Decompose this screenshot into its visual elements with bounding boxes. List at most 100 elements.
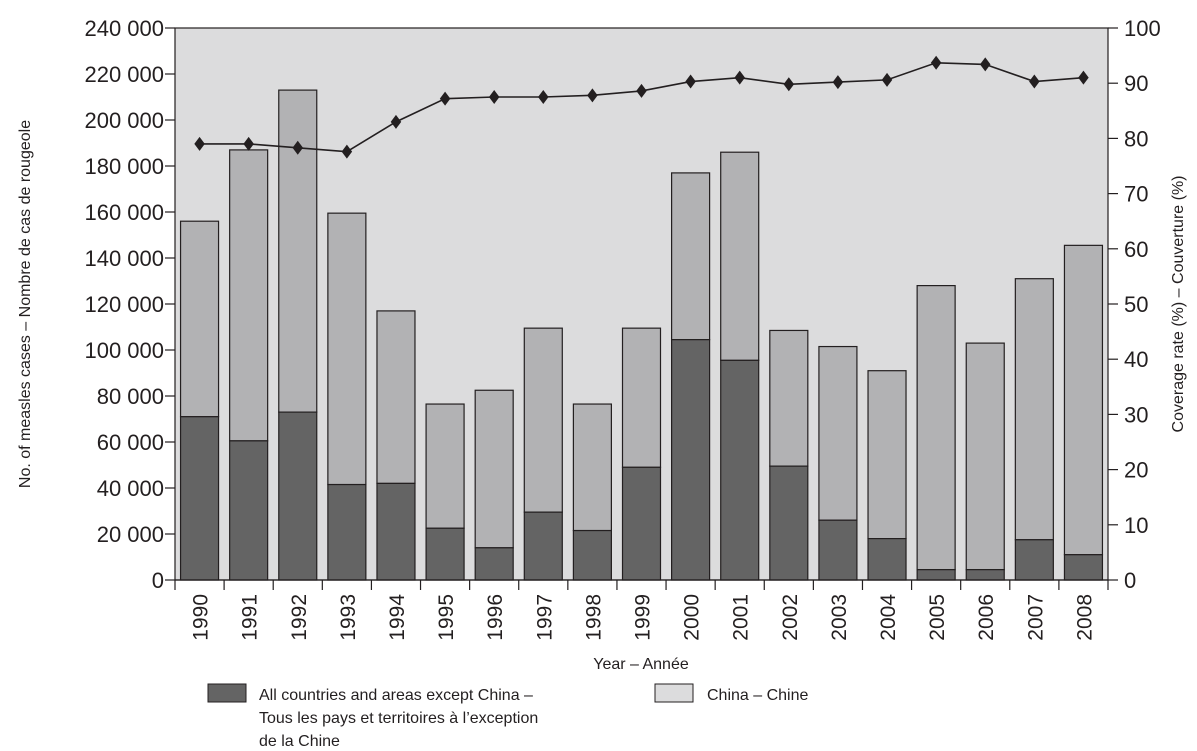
legend: All countries and areas except China – T… xyxy=(207,683,809,750)
y-axis-title: No. of measles cases – Nombre de cas de … xyxy=(17,120,34,488)
bar-except-china-1996 xyxy=(474,547,514,581)
bar-china-2003 xyxy=(818,345,858,521)
coverage-line-layer xyxy=(194,55,1089,159)
x-tick-label: 1992 xyxy=(288,594,311,641)
coverage-point-2006 xyxy=(979,57,991,72)
coverage-point-2003 xyxy=(832,75,844,90)
coverage-point-2004 xyxy=(881,72,893,87)
x-tick-label: 2001 xyxy=(730,594,753,641)
x-tick-label: 2008 xyxy=(1073,594,1096,641)
legend-label-china: China – Chine xyxy=(707,687,809,704)
bar-china-1997 xyxy=(523,327,563,513)
y-tick-label: 240 000 xyxy=(84,16,164,41)
bar-china-2001 xyxy=(720,151,760,361)
bar-china-2000 xyxy=(671,172,711,341)
y-tick-label: 100 000 xyxy=(84,338,164,363)
coverage-point-2001 xyxy=(734,70,745,85)
y2-tick-label: 60 xyxy=(1124,237,1148,262)
y2-tick-label: 100 xyxy=(1124,16,1161,41)
coverage-point-1991 xyxy=(243,136,254,151)
y2-tick-label: 90 xyxy=(1124,71,1148,96)
coverage-point-2002 xyxy=(783,77,795,92)
coverage-point-1994 xyxy=(390,114,402,129)
y2-axis-title: Coverage rate (%) – Couverture (%) xyxy=(1170,176,1187,433)
bar-except-china-1997 xyxy=(523,511,563,581)
bar-china-2004 xyxy=(867,370,907,540)
x-tick-label: 1999 xyxy=(632,594,655,641)
coverage-point-1993 xyxy=(341,144,353,159)
x-tick-label: 2002 xyxy=(779,594,802,641)
legend-line: China – Chine xyxy=(707,687,809,704)
coverage-point-1990 xyxy=(194,136,205,151)
y2-tick-label: 50 xyxy=(1124,292,1148,317)
y2-tick-label: 20 xyxy=(1124,458,1148,483)
legend-line: All countries and areas except China – xyxy=(259,687,533,704)
coverage-point-2008 xyxy=(1078,70,1089,85)
y-tick-label: 140 000 xyxy=(84,246,164,271)
x-tick-label: 1995 xyxy=(435,594,458,641)
x-tick-label: 2003 xyxy=(828,594,851,641)
bar-except-china-2000 xyxy=(671,339,711,581)
coverage-point-1998 xyxy=(587,88,598,103)
bar-except-china-1993 xyxy=(327,483,367,581)
bar-except-china-1995 xyxy=(425,527,465,581)
y-tick-label: 80 000 xyxy=(97,384,164,409)
coverage-point-2005 xyxy=(930,55,942,70)
x-tick-label: 2000 xyxy=(681,594,704,641)
x-tick-label: 1994 xyxy=(386,594,409,641)
bar-china-1990 xyxy=(179,220,220,418)
x-tick-label: 1991 xyxy=(239,594,262,641)
y-tick-label: 20 000 xyxy=(97,522,164,547)
ticks-layer: 0 20 000 40 000 60 000 80 000 100 000 120 000 1… xyxy=(84,16,1160,641)
bar-china-2002 xyxy=(769,329,809,467)
coverage-point-1995 xyxy=(439,91,451,106)
bar-china-2008 xyxy=(1063,244,1104,556)
coverage-point-1999 xyxy=(636,83,647,98)
y-tick-label: 0 xyxy=(152,568,164,593)
coverage-point-1992 xyxy=(292,140,304,155)
y-tick-label: 220 000 xyxy=(84,62,164,87)
legend-swatch-china xyxy=(654,683,694,703)
x-tick-label: 1996 xyxy=(484,594,507,641)
bar-china-2007 xyxy=(1014,278,1054,541)
bar-china-1994 xyxy=(376,310,416,484)
x-tick-label: 1990 xyxy=(190,594,213,641)
y2-tick-label: 40 xyxy=(1124,347,1148,372)
bar-except-china-1991 xyxy=(229,440,269,581)
y-tick-label: 40 000 xyxy=(97,476,164,501)
bar-except-china-1998 xyxy=(572,529,612,581)
y2-tick-label: 70 xyxy=(1124,182,1148,207)
bar-china-1993 xyxy=(327,212,367,486)
coverage-point-1996 xyxy=(488,90,500,104)
x-tick-label: 2004 xyxy=(877,594,900,641)
y2-tick-label: 0 xyxy=(1124,568,1136,593)
bar-except-china-2008 xyxy=(1063,554,1104,581)
y2-tick-label: 30 xyxy=(1124,402,1148,427)
x-tick-label: 1998 xyxy=(582,594,605,641)
bar-except-china-2004 xyxy=(867,537,907,581)
bar-except-china-2003 xyxy=(818,519,858,581)
bar-china-1998 xyxy=(572,403,612,532)
bar-except-china-1992 xyxy=(278,411,318,581)
x-tick-label: 2007 xyxy=(1024,594,1047,641)
legend-swatch-all-except-china xyxy=(207,683,247,703)
bar-except-china-2002 xyxy=(769,465,809,581)
y2-tick-label: 80 xyxy=(1124,126,1148,151)
bar-except-china-2007 xyxy=(1014,539,1054,581)
bar-china-2005 xyxy=(916,285,956,571)
bar-china-1999 xyxy=(621,327,662,468)
legend-label-all-except-china: All countries and areas except China – T… xyxy=(259,687,543,750)
bar-except-china-2005 xyxy=(916,569,956,581)
y-tick-label: 60 000 xyxy=(97,430,164,455)
coverage-point-2007 xyxy=(1029,74,1040,89)
y-tick-label: 200 000 xyxy=(84,108,164,133)
bar-china-1991 xyxy=(229,149,269,442)
bar-except-china-1994 xyxy=(376,482,416,581)
y-tick-label: 160 000 xyxy=(84,200,164,225)
bar-except-china-2006 xyxy=(965,569,1005,581)
legend-line: Tous les pays et territoires à l’excepti… xyxy=(259,710,538,727)
y-tick-label: 180 000 xyxy=(84,154,164,179)
bar-except-china-1990 xyxy=(179,416,220,581)
bar-china-1995 xyxy=(425,403,465,529)
